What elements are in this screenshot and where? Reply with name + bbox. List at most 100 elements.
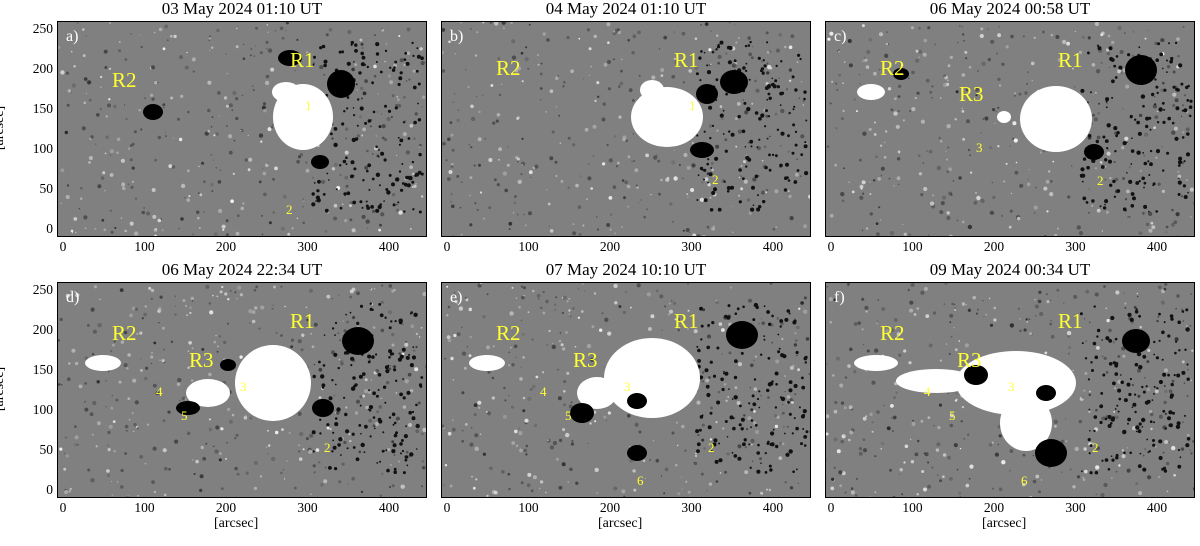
feature-number-label: 2 — [286, 202, 293, 217]
magnetic-speckle — [274, 166, 278, 171]
magnetic-speckle — [578, 37, 581, 40]
negative-network-dot — [340, 454, 342, 456]
magnetic-speckle — [397, 104, 402, 108]
negative-network-dot — [379, 313, 384, 318]
x-tick-label: 300 — [1065, 239, 1086, 254]
negative-network-dot — [334, 417, 338, 420]
feature-number-label: 5 — [949, 408, 956, 423]
negative-network-dot — [758, 117, 762, 121]
magnetic-speckle — [93, 285, 97, 289]
x-tick-label: 0 — [59, 239, 67, 254]
magnetic-speckle — [903, 232, 907, 236]
magnetic-speckle — [738, 194, 741, 197]
magnetic-speckle — [164, 24, 169, 29]
magnetic-speckle — [514, 195, 517, 198]
magnetic-speckle — [415, 332, 419, 336]
negative-network-dot — [774, 371, 779, 376]
magnetic-speckle — [713, 225, 715, 227]
magnetic-speckle — [758, 322, 760, 325]
magnetic-speckle — [883, 156, 887, 159]
negative-network-dot — [756, 469, 761, 474]
negative-network-dot — [393, 368, 397, 372]
magnetic-speckle — [1054, 424, 1057, 428]
magnetic-speckle — [839, 484, 843, 488]
negative-network-dot — [402, 121, 405, 124]
magnetic-speckle — [191, 379, 194, 382]
magnetic-speckle — [787, 193, 789, 195]
magnetic-speckle — [64, 489, 69, 495]
negative-network-dot — [787, 134, 790, 138]
region-label: R3 — [957, 348, 982, 372]
magnetic-speckle — [605, 419, 608, 422]
magnetic-speckle — [539, 72, 543, 76]
magnetic-speckle — [444, 464, 448, 467]
magnetic-speckle — [527, 472, 532, 477]
negative-network-dot — [415, 423, 420, 429]
magnetic-speckle — [324, 466, 327, 469]
magnetic-speckle — [1106, 318, 1110, 323]
magnetic-speckle — [511, 286, 514, 289]
magnetic-speckle — [829, 320, 832, 324]
negative-network-dot — [403, 210, 406, 213]
magnetic-speckle — [60, 383, 63, 386]
negative-network-dot — [1167, 116, 1171, 121]
magnetic-speckle — [1113, 131, 1117, 135]
negative-network-dot — [1104, 417, 1108, 421]
magnetic-speckle — [510, 22, 513, 24]
magnetic-speckle — [966, 119, 970, 124]
magnetic-speckle — [1173, 474, 1176, 477]
negative-network-dot — [1158, 455, 1163, 461]
negative-polarity-patch — [311, 155, 329, 169]
magnetic-speckle — [950, 335, 953, 338]
magnetic-speckle — [1104, 178, 1107, 181]
magnetic-speckle — [254, 306, 258, 310]
magnetic-speckle — [877, 177, 881, 181]
negative-network-dot — [371, 355, 375, 359]
magnetic-speckle — [1091, 204, 1094, 207]
magnetic-speckle — [1044, 351, 1048, 355]
negative-network-dot — [1161, 330, 1165, 335]
magnetic-speckle — [168, 164, 173, 169]
magnetic-speckle — [1171, 130, 1176, 135]
magnetic-speckle — [377, 93, 379, 95]
negative-network-dot — [399, 138, 404, 143]
region-label: R2 — [496, 56, 521, 80]
negative-network-dot — [323, 63, 327, 68]
negative-network-dot — [1134, 310, 1139, 314]
negative-network-dot — [711, 190, 716, 196]
magnetic-speckle — [536, 54, 539, 57]
magnetic-speckle — [389, 80, 393, 85]
magnetic-speckle — [151, 352, 153, 354]
magnetic-speckle — [1046, 300, 1050, 304]
negative-network-dot — [768, 464, 772, 468]
negative-network-dot — [395, 431, 398, 435]
negative-network-dot — [778, 347, 781, 350]
magnetic-speckle — [747, 298, 753, 303]
magnetogram-image — [442, 22, 810, 236]
magnetic-speckle — [1038, 490, 1041, 494]
magnetic-speckle — [1008, 225, 1012, 229]
region-label: R2 — [496, 321, 521, 345]
magnetic-speckle — [872, 179, 876, 182]
negative-network-dot — [749, 466, 752, 469]
negative-network-dot — [1176, 88, 1180, 92]
magnetic-speckle — [1095, 493, 1097, 496]
magnetic-speckle — [229, 419, 233, 424]
magnetic-speckle — [1135, 482, 1138, 485]
magnetic-speckle — [84, 227, 87, 230]
magnetic-speckle — [518, 431, 523, 436]
magnetic-speckle — [521, 80, 524, 83]
magnetic-speckle — [855, 110, 858, 113]
magnetic-speckle — [803, 296, 807, 300]
magnetic-speckle — [1152, 104, 1158, 109]
magnetic-speckle — [989, 323, 994, 327]
magnetic-speckle — [162, 47, 166, 51]
negative-network-dot — [1104, 199, 1109, 204]
magnetic-speckle — [1067, 335, 1070, 338]
magnetic-speckle — [696, 234, 701, 236]
magnetic-speckle — [267, 48, 273, 53]
negative-network-dot — [1168, 42, 1170, 45]
magnetic-speckle — [393, 454, 396, 456]
magnetic-speckle — [528, 170, 533, 175]
magnetic-speckle — [318, 367, 323, 372]
